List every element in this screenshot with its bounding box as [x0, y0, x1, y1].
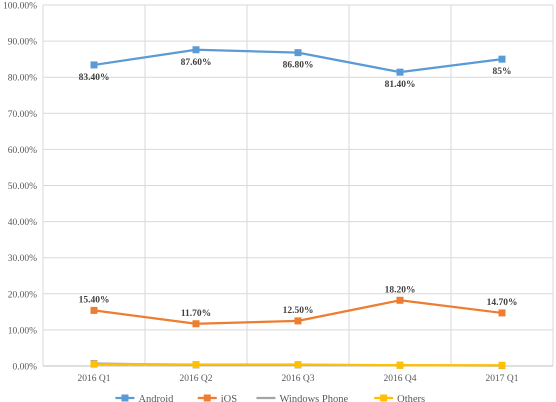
ios-marker: [294, 317, 302, 325]
y-tick-label: 50.00%: [8, 182, 37, 192]
x-tick-label: 2016 Q1: [78, 374, 111, 384]
others-marker: [90, 360, 98, 368]
legend-windows-phone-label: Windows Phone: [279, 394, 348, 402]
legend-others-label: Others: [397, 394, 425, 402]
ios-marker: [498, 309, 506, 317]
x-tick-label: 2016 Q4: [384, 374, 417, 384]
legend: Android iOS Windows Phone Others: [115, 394, 425, 402]
y-tick-label: 40.00%: [8, 218, 37, 228]
others-marker: [498, 361, 506, 369]
data-labels: 83.40% 87.60% 86.80% 81.40% 85% 15.40% 11.70% 1…: [79, 58, 518, 319]
series-group: [90, 46, 506, 370]
others-marker: [396, 361, 404, 369]
x-tick-label: 2016 Q2: [180, 374, 213, 384]
ios-data-label: 14.70%: [487, 298, 518, 308]
legend-ios-marker: [203, 394, 211, 402]
x-axis-ticks: 2016 Q1 2016 Q2 2016 Q3 2016 Q4 2017 Q1: [78, 374, 519, 384]
gridlines: [42, 4, 554, 367]
android-data-label: 85%: [493, 67, 512, 77]
ios-data-label: 11.70%: [181, 309, 211, 319]
x-tick-label: 2017 Q1: [486, 374, 519, 384]
y-tick-label: 20.00%: [8, 290, 37, 300]
y-tick-label: 0.00%: [12, 363, 37, 373]
ios-marker: [192, 320, 200, 328]
android-marker: [498, 55, 506, 63]
y-tick-label: 60.00%: [8, 146, 37, 156]
android-data-label: 87.60%: [181, 58, 212, 68]
legend-others-marker: [380, 394, 388, 402]
y-tick-label: 80.00%: [8, 74, 37, 84]
y-tick-label: 10.00%: [8, 326, 37, 336]
android-marker: [192, 46, 200, 54]
android-marker: [396, 68, 404, 76]
legend-android-label: Android: [138, 394, 174, 402]
others-marker: [294, 361, 302, 369]
y-tick-label: 90.00%: [8, 38, 37, 48]
y-axis-ticks: 0.00% 10.00% 20.00% 30.00% 40.00% 50.00% 60.00…: [3, 2, 37, 373]
ios-data-label: 15.40%: [79, 295, 110, 305]
legend-android-marker: [121, 394, 129, 402]
y-tick-label: 100.00%: [3, 2, 37, 12]
y-tick-label: 30.00%: [8, 254, 37, 264]
x-tick-label: 2016 Q3: [282, 374, 315, 384]
legend-ios-label: iOS: [221, 394, 238, 402]
android-data-label: 86.80%: [283, 61, 314, 71]
y-tick-label: 70.00%: [8, 110, 37, 120]
ios-marker: [396, 296, 404, 304]
android-data-label: 81.40%: [385, 80, 416, 90]
ios-data-label: 18.20%: [385, 285, 416, 295]
android-marker: [294, 49, 302, 57]
ios-marker: [90, 306, 98, 314]
android-marker: [90, 61, 98, 69]
others-marker: [192, 361, 200, 369]
ios-data-label: 12.50%: [283, 306, 314, 316]
android-data-label: 83.40%: [79, 73, 110, 83]
